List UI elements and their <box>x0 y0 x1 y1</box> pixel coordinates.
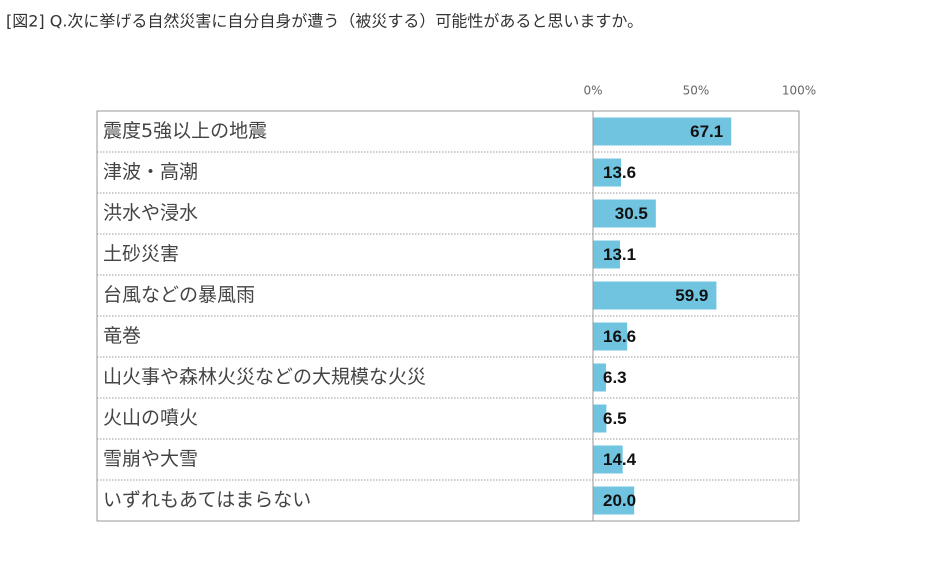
value-label: 59.9 <box>675 286 708 305</box>
category-label: 火山の噴火 <box>103 407 198 429</box>
x-tick-label: 100% <box>782 84 816 98</box>
value-label: 13.1 <box>603 245 636 264</box>
value-label: 30.5 <box>615 204 648 223</box>
bar <box>593 404 607 433</box>
bar <box>593 117 732 146</box>
bar <box>593 486 635 515</box>
x-tick-label: 50% <box>683 84 710 98</box>
category-label: 土砂災害 <box>103 243 179 265</box>
category-label: 山火事や森林火災などの大規模な火災 <box>103 366 426 388</box>
bar <box>593 363 606 392</box>
chart-title: [図2] Q.次に挙げる自然災害に自分自身が遭う（被災する）可能性があると思いま… <box>6 12 643 31</box>
category-label: 洪水や浸水 <box>103 202 198 224</box>
category-label: 台風などの暴風雨 <box>103 284 255 306</box>
category-label: 震度5強以上の地震 <box>103 120 267 142</box>
bar <box>593 199 656 228</box>
value-label: 6.5 <box>603 409 627 428</box>
category-label: 雪崩や大雪 <box>103 448 198 470</box>
category-label: 竜巻 <box>103 325 141 347</box>
bar <box>593 281 717 310</box>
value-label: 6.3 <box>603 368 627 387</box>
value-label: 13.6 <box>603 163 636 182</box>
category-label: いずれもあてはまらない <box>103 489 311 511</box>
bar <box>593 322 628 351</box>
bar <box>593 240 620 269</box>
bar <box>593 445 623 474</box>
bar <box>593 158 622 187</box>
value-label: 16.6 <box>603 327 636 346</box>
x-tick-label: 0% <box>583 84 602 98</box>
category-label: 津波・高潮 <box>103 161 198 183</box>
value-label: 14.4 <box>603 450 637 469</box>
value-label: 20.0 <box>603 491 636 510</box>
value-label: 67.1 <box>690 122 723 141</box>
